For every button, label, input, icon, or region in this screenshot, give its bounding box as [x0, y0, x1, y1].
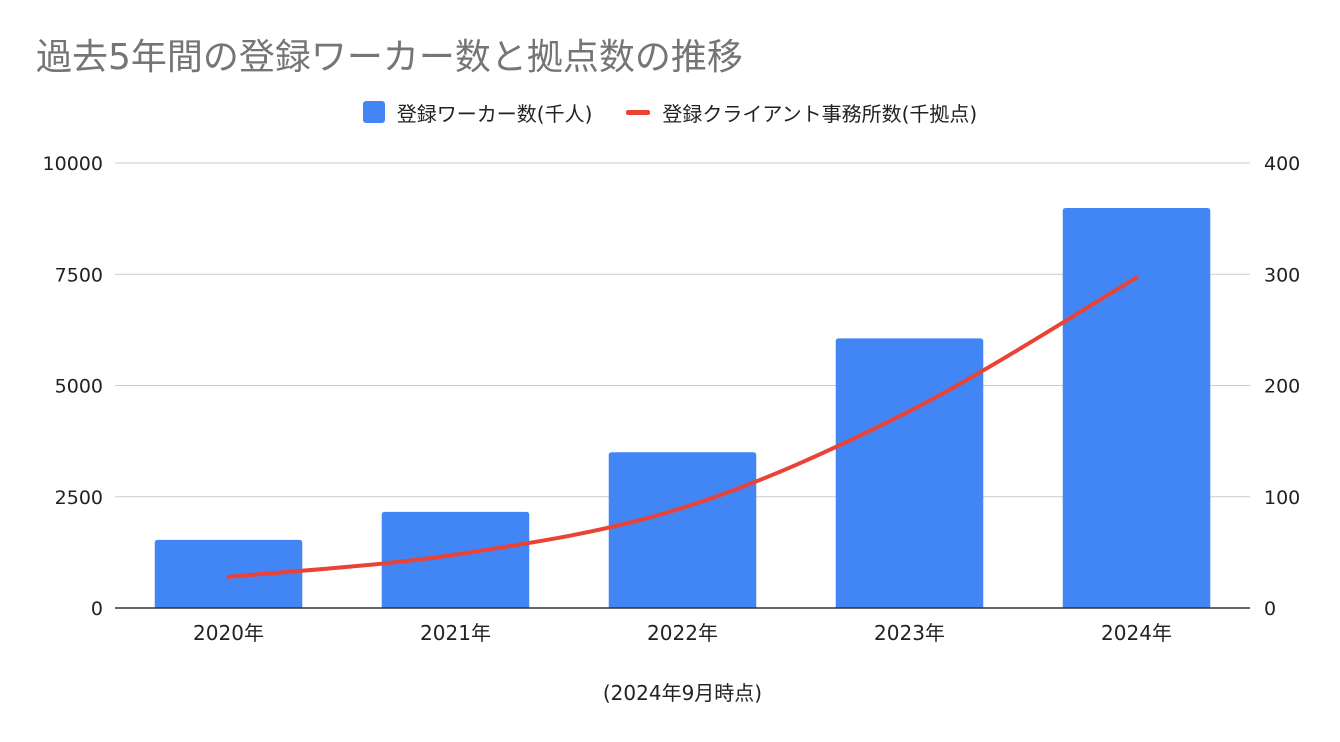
y-right-tick-label: 200	[1264, 376, 1300, 398]
x-tick-label: 2023年	[874, 621, 945, 645]
x-axis-title: (2024年9月時点)	[603, 681, 762, 705]
bar	[1062, 207, 1211, 608]
x-tick-label: 2024年	[1101, 621, 1172, 645]
y-right-tick-label: 400	[1264, 153, 1300, 175]
legend: 登録ワーカー数(千人) 登録クライアント事務所数(千拠点)	[0, 96, 1340, 128]
x-tick-label: 2020年	[193, 621, 264, 645]
y-right-tick-label: 100	[1264, 487, 1300, 509]
y-right-tick-label: 300	[1264, 264, 1300, 286]
legend-item-offices[interactable]: 登録クライアント事務所数(千拠点)	[626, 98, 977, 127]
y-left-tick-label: 2500	[55, 487, 103, 509]
y-left-tick-label: 5000	[55, 376, 103, 398]
y-left-tick-label: 10000	[43, 153, 103, 175]
x-tick-label: 2022年	[647, 621, 718, 645]
legend-swatch-bar	[362, 101, 385, 123]
y-right-tick-label: 0	[1264, 598, 1276, 620]
legend-label-offices: 登録クライアント事務所数(千拠点)	[662, 101, 978, 126]
legend-item-workers[interactable]: 登録ワーカー数(千人)	[362, 98, 593, 127]
bar	[154, 539, 303, 608]
y-left-tick-label: 7500	[55, 264, 103, 286]
bar	[835, 338, 984, 608]
series-line	[226, 275, 1139, 579]
x-tick-label: 2021年	[420, 621, 491, 645]
bar	[608, 452, 757, 608]
y-left-tick-label: 0	[91, 598, 103, 620]
legend-swatch-line	[626, 109, 651, 115]
bar	[381, 511, 530, 608]
legend-label-workers: 登録ワーカー数(千人)	[396, 101, 593, 126]
chart-title: 過去5年間の登録ワーカー数と拠点数の推移	[36, 37, 743, 78]
